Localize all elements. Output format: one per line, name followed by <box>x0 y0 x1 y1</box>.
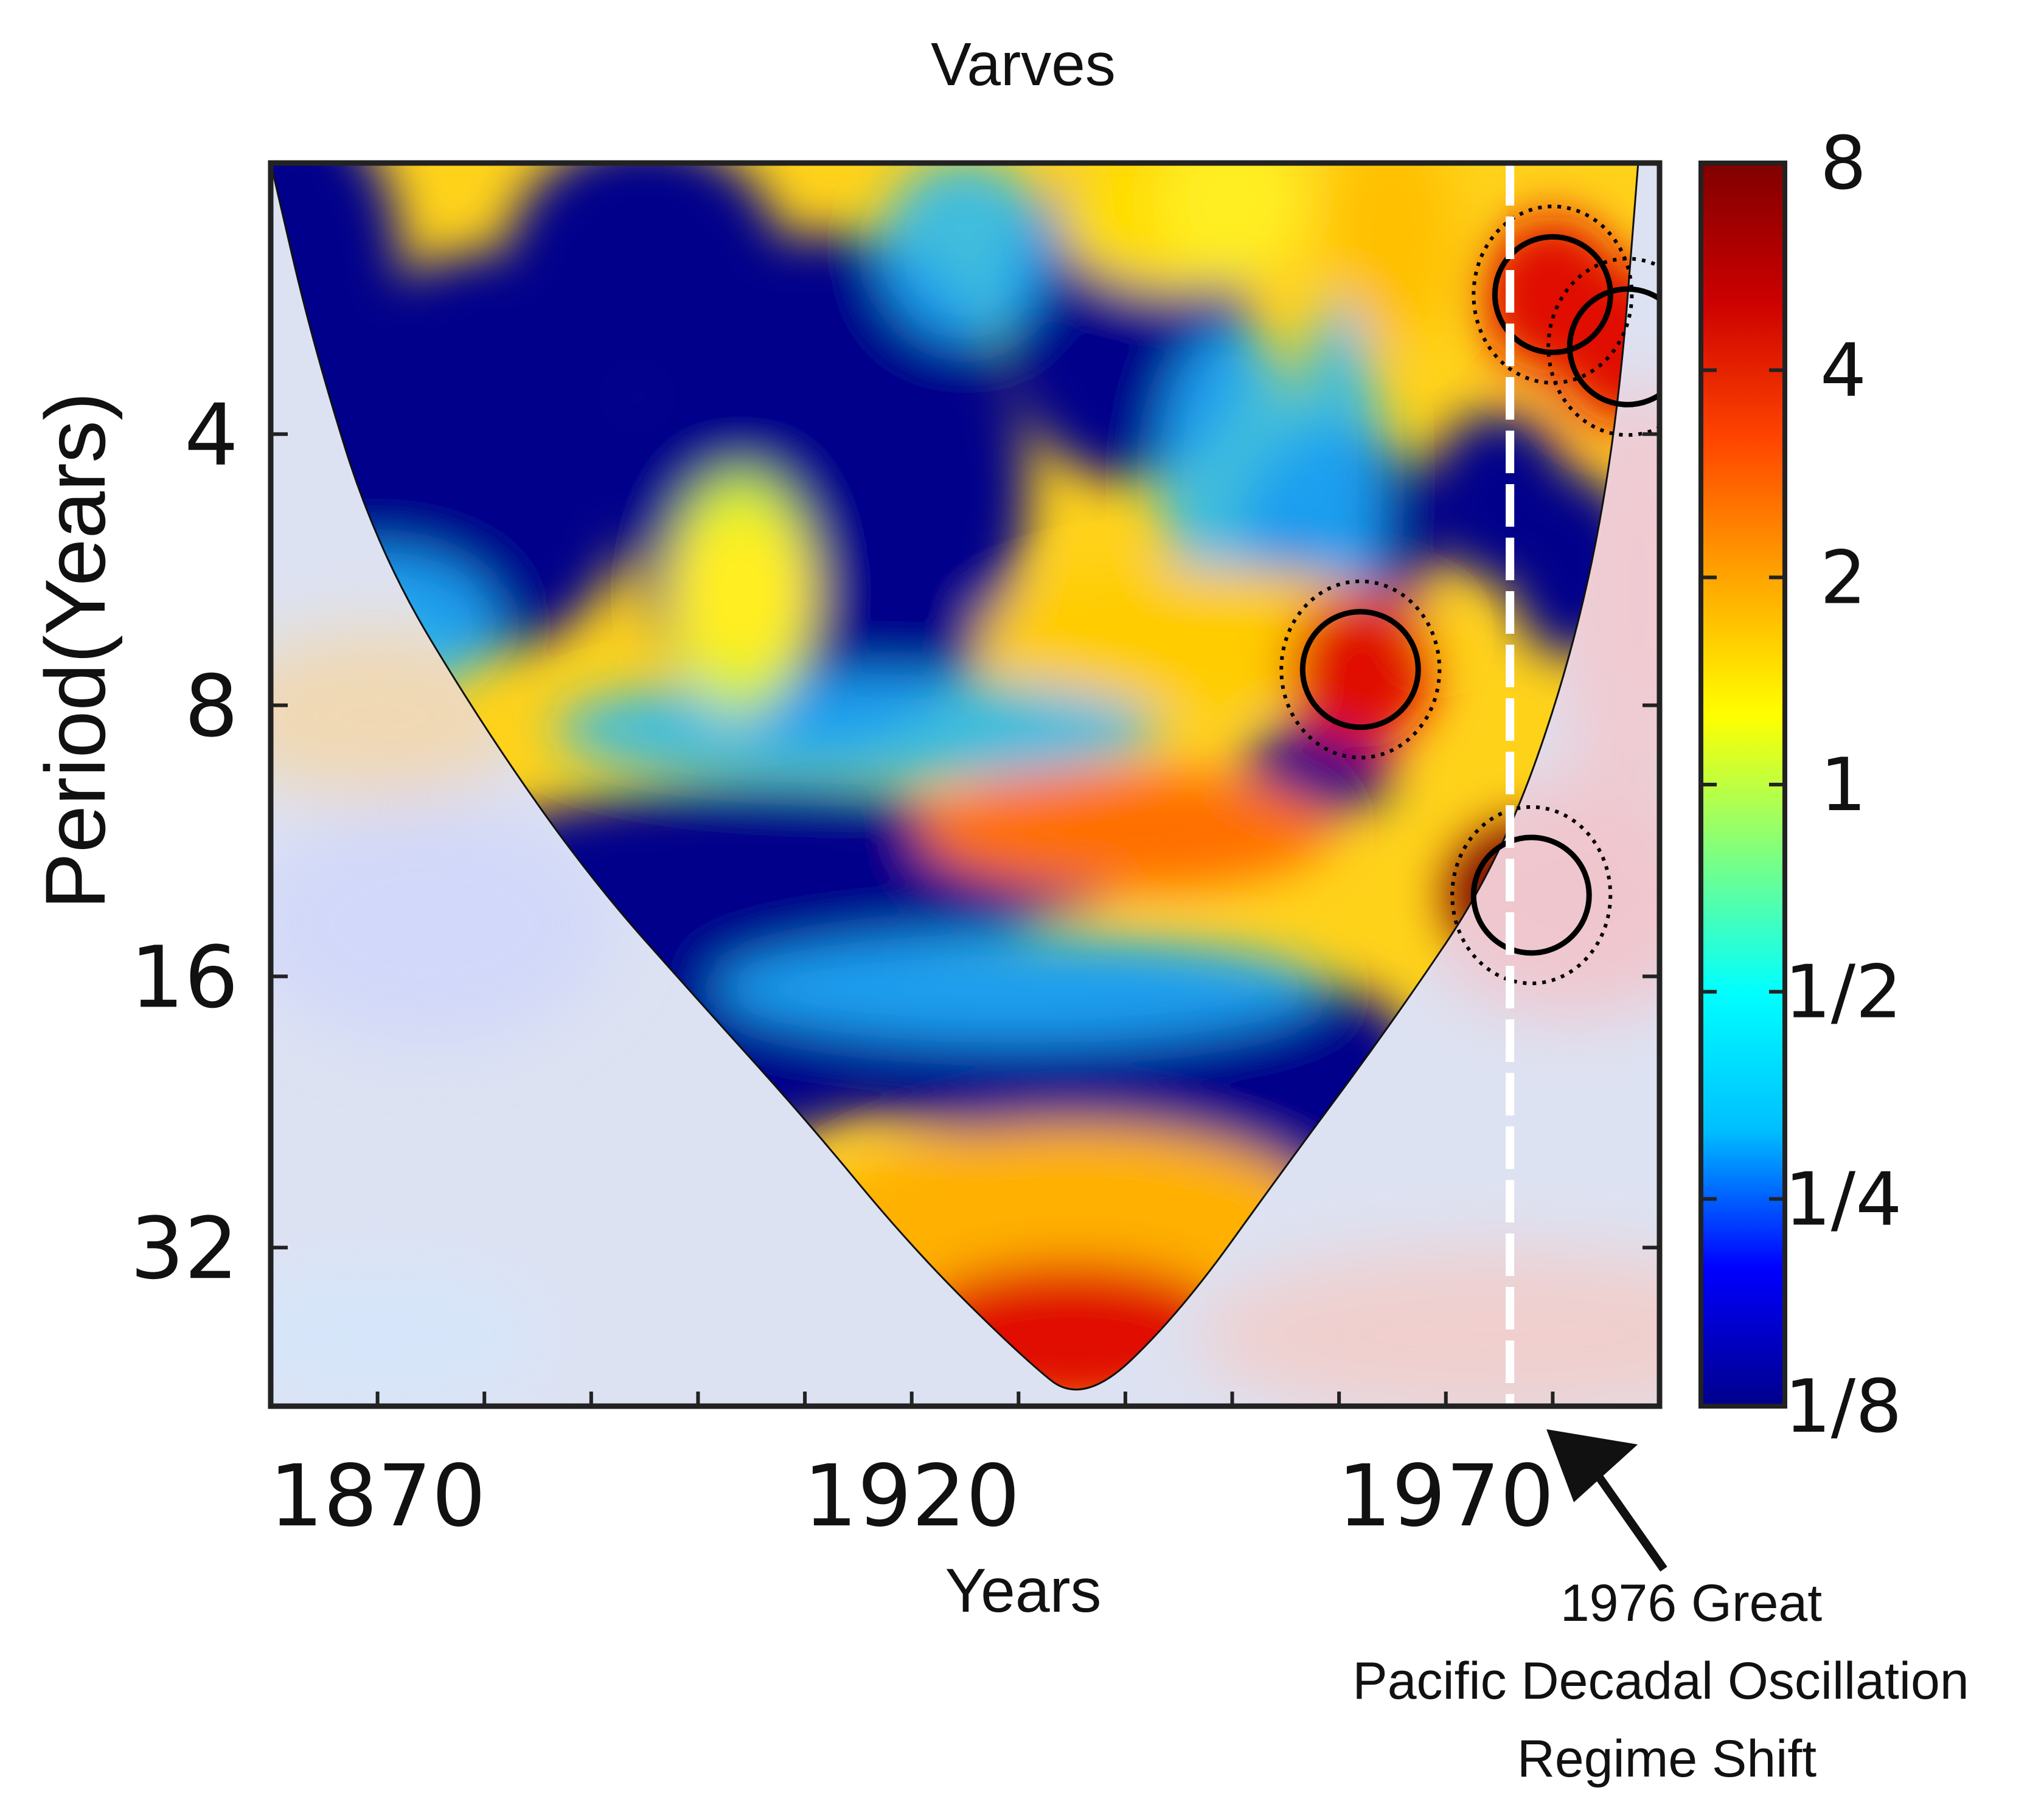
colorbar-tick-label: 1 <box>1820 743 1866 828</box>
high-power-blob <box>1159 163 1305 280</box>
x-tick-label: 1920 <box>804 1447 1020 1546</box>
x-axis-label: Years <box>945 1556 1101 1625</box>
y-tick-label: 32 <box>130 1199 238 1299</box>
ar1-contour <box>1450 805 1613 985</box>
high-power-blob <box>918 769 1332 891</box>
annotation-line-1: 1976 Great <box>1560 1574 1822 1632</box>
colorbar-tick-label: 1/8 <box>1784 1365 1902 1449</box>
x-tick-label: 1870 <box>269 1447 485 1546</box>
ar1-contour <box>1546 257 1660 437</box>
significance-contour <box>1470 834 1592 956</box>
ar1-contour <box>1472 204 1634 385</box>
colorbar-tick-label: 4 <box>1820 329 1866 414</box>
ar1-contour <box>1279 579 1442 760</box>
annotation-line-2: Pacific Decadal Oscillation <box>1352 1652 1969 1710</box>
faded-power-blob <box>271 802 614 1046</box>
high-power-blob <box>1287 590 1434 749</box>
y-tick-label: 4 <box>184 386 238 485</box>
annotation-line-3: Regime Shift <box>1517 1730 1816 1788</box>
faded-power-blob <box>1195 1249 1660 1406</box>
y-tick-labels: 4 8 16 32 <box>130 386 238 1299</box>
regime-shift-annotation: 1976 Great Pacific Decadal Oscillation R… <box>1352 1429 1969 1788</box>
colorbar-tick-label: 1/2 <box>1784 951 1902 1035</box>
mid-power-blob <box>554 674 1163 784</box>
medium-high-power-blob <box>816 1125 1328 1320</box>
faded-power-blob <box>271 1261 548 1406</box>
significance-contour <box>1492 234 1613 355</box>
colorbar: 8 4 2 1 1/2 1/4 1/8 <box>1698 122 1902 1449</box>
annotation-arrowhead <box>1546 1429 1638 1502</box>
mid-power-blob <box>880 163 1051 342</box>
colorbar-tick-label: 2 <box>1820 536 1866 620</box>
x-tick-label: 1970 <box>1338 1447 1554 1546</box>
y-tick-label: 16 <box>130 928 238 1027</box>
mid-power-blob <box>1296 297 1382 663</box>
colorbar-ticks: 8 4 2 1 1/2 1/4 1/8 <box>1701 122 1902 1449</box>
low-power-blob <box>504 163 785 394</box>
mid-power-blob <box>1159 325 1305 618</box>
colorbar-tick-label: 1/4 <box>1784 1157 1902 1242</box>
chart-title: Varves <box>931 30 1116 99</box>
y-axis-label: Period(Years) <box>27 392 123 910</box>
significance-contour <box>1566 286 1660 407</box>
medium-high-power-blob <box>1331 163 1453 344</box>
mid-power-blob <box>714 934 1323 1044</box>
x-tick-labels: 1870 1920 1970 <box>269 1447 1554 1546</box>
high-power-blob <box>667 513 814 672</box>
plot-area <box>268 160 1663 1409</box>
plot-frame <box>268 160 1663 1409</box>
y-tick-label: 8 <box>184 657 238 757</box>
x-tick-marks <box>375 1392 1661 1406</box>
colorbar-tick-label: 8 <box>1820 122 1866 206</box>
annotation-arrow <box>1585 1460 1667 1572</box>
significance-contour <box>1299 609 1421 730</box>
significance-contours <box>1279 204 1660 985</box>
y-tick-marks <box>271 432 1660 1250</box>
